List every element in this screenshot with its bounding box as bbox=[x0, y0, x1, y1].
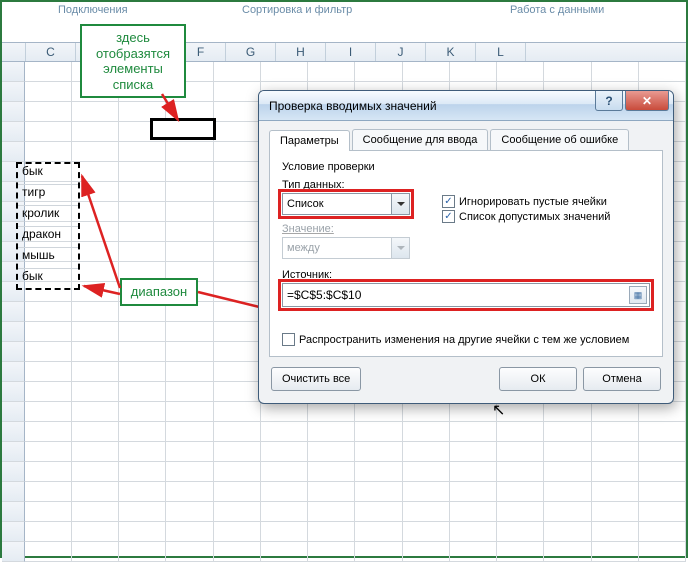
column-header[interactable]: G bbox=[226, 43, 276, 61]
clear-all-button[interactable]: Очистить все bbox=[271, 367, 361, 391]
ribbon-label-sort: Сортировка и фильтр bbox=[242, 4, 352, 16]
value-combo: между bbox=[282, 237, 410, 259]
checkbox-dropdown-list[interactable]: ✓ bbox=[442, 210, 455, 223]
range-picker-icon[interactable]: ▦ bbox=[629, 286, 647, 304]
tab-input-message[interactable]: Сообщение для ввода bbox=[352, 129, 489, 150]
chevron-down-icon[interactable] bbox=[391, 194, 409, 214]
list-item: бык bbox=[18, 269, 78, 290]
ok-button[interactable]: ОК bbox=[499, 367, 577, 391]
column-header[interactable]: C bbox=[26, 43, 76, 61]
column-header[interactable]: J bbox=[376, 43, 426, 61]
type-value: Список bbox=[287, 198, 324, 210]
list-item: бык bbox=[18, 164, 78, 185]
value-label: Значение: bbox=[282, 223, 442, 235]
ribbon-label-connections: Подключения bbox=[58, 4, 128, 16]
active-cell[interactable] bbox=[150, 118, 216, 140]
checkbox-propagate-label: Распространить изменения на другие ячейк… bbox=[299, 334, 629, 346]
type-combo[interactable]: Список bbox=[282, 193, 410, 215]
column-header[interactable]: H bbox=[276, 43, 326, 61]
cancel-button[interactable]: Отмена bbox=[583, 367, 661, 391]
type-label: Тип данных: bbox=[282, 179, 442, 191]
checkbox-ignore-empty[interactable]: ✓ bbox=[442, 195, 455, 208]
checkbox-ignore-empty-label: Игнорировать пустые ячейки bbox=[459, 196, 607, 208]
chevron-down-icon bbox=[391, 238, 409, 258]
ribbon-label-data: Работа с данными bbox=[510, 4, 604, 16]
dialog-titlebar[interactable]: Проверка вводимых значений ? ✕ bbox=[259, 91, 673, 121]
dialog-title: Проверка вводимых значений bbox=[269, 99, 437, 113]
callout-range: диапазон bbox=[120, 278, 198, 306]
dialog-tabs: Параметры Сообщение для ввода Сообщение … bbox=[269, 129, 663, 151]
tab-parameters[interactable]: Параметры bbox=[269, 130, 350, 151]
ribbon-group-labels: Подключения Сортировка и фильтр Работа с… bbox=[2, 4, 686, 22]
source-input[interactable]: =$C$5:$C$10 ▦ bbox=[282, 283, 650, 307]
validation-section-title: Условие проверки bbox=[282, 161, 650, 173]
column-header[interactable]: I bbox=[326, 43, 376, 61]
column-header[interactable]: L bbox=[476, 43, 526, 61]
list-item: тигр bbox=[18, 185, 78, 206]
close-button[interactable]: ✕ bbox=[625, 91, 669, 111]
tab-error-message[interactable]: Сообщение об ошибке bbox=[490, 129, 629, 150]
checkbox-propagate[interactable]: ✓ bbox=[282, 333, 295, 346]
callout-list-location: здесьотобразятсяэлементысписка bbox=[80, 24, 186, 98]
data-validation-dialog: Проверка вводимых значений ? ✕ Параметры… bbox=[258, 90, 674, 404]
column-header[interactable]: K bbox=[426, 43, 476, 61]
list-item: кролик bbox=[18, 206, 78, 227]
help-button[interactable]: ? bbox=[595, 91, 623, 111]
list-item: мышь bbox=[18, 248, 78, 269]
list-item: дракон bbox=[18, 227, 78, 248]
source-range-selection[interactable]: быктигркроликдраконмышьбык bbox=[16, 162, 80, 290]
checkbox-dropdown-list-label: Список допустимых значений bbox=[459, 211, 610, 223]
source-value: =$C$5:$C$10 bbox=[287, 288, 361, 302]
value-value: между bbox=[287, 242, 320, 254]
source-label: Источник: bbox=[282, 269, 650, 281]
